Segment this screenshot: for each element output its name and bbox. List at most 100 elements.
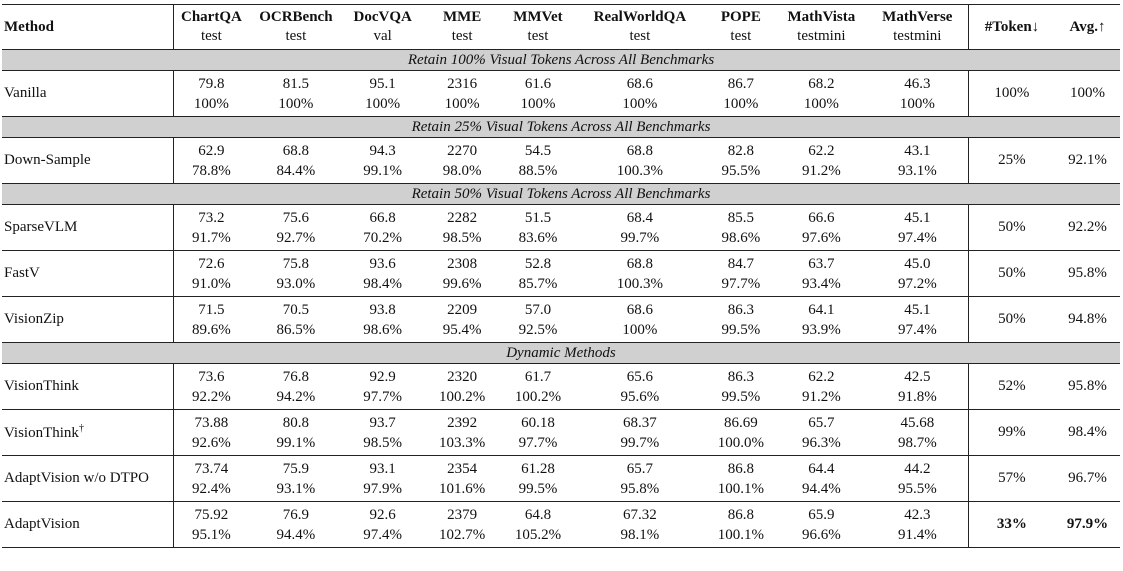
cell-ocrbench: 80.8 99.1% [248,409,343,456]
relative-percent: 100% [899,95,935,112]
method-cell: FastV [2,250,174,297]
score-value: 42.5 [904,368,931,385]
cell-docvqa: 93.6 98.4% [342,250,423,297]
relative-percent: 99.5% [518,480,558,497]
benchmark-name: OCRBench [259,9,333,25]
benchmark-split: testmini [893,28,942,44]
avg-cell: 95.8% [1055,363,1120,410]
cell-realworldqa: 68.6 100% [574,70,706,117]
score-value: 45.1 [904,209,931,226]
table-body: Retain 100% Visual Tokens Across All Ben… [2,49,1120,548]
cell-ocrbench: 75.6 92.7% [248,204,343,251]
table-row: AdaptVision 75.92 95.1% 76.9 94.4% 92.6 97.4% 2… [2,501,1120,548]
score-value: 86.8 [727,506,754,523]
cell-mme: 2354 101.6% [422,455,502,502]
cell-mathverse: 42.3 91.4% [866,501,969,548]
relative-percent: 96.3% [801,434,841,451]
relative-percent: 100.3% [616,162,664,179]
relative-percent: 91.4% [897,526,937,543]
section-title: Retain 50% Visual Tokens Across All Benc… [2,183,1120,205]
relative-percent: 98.6% [363,321,403,338]
cell-mathverse: 45.0 97.2% [866,250,969,297]
cell-mmvet: 61.28 99.5% [501,455,575,502]
cell-realworldqa: 68.8 100.3% [574,250,706,297]
score-value: 2270 [447,142,478,159]
relative-percent: 94.4% [276,526,316,543]
cell-mme: 2392 103.3% [422,409,502,456]
header-benchmark-mmvet: MMVet test [501,4,575,50]
score-value: 93.8 [369,301,396,318]
cell-mmvet: 57.0 92.5% [501,296,575,343]
header-benchmark-mathverse: MathVerse testmini [866,4,969,50]
relative-percent: 98.1% [620,526,660,543]
cell-docvqa: 93.1 97.9% [342,455,423,502]
method-cell: VisionThink† [2,409,174,456]
cell-mme: 2320 100.2% [422,363,502,410]
cell-mathvista: 62.2 91.2% [775,137,867,184]
relative-percent: 93.4% [801,275,841,292]
score-value: 65.7 [808,414,835,431]
relative-percent: 98.4% [363,275,403,292]
relative-percent: 91.2% [801,388,841,405]
cell-mathverse: 45.68 98.7% [866,409,969,456]
cell-docvqa: 93.8 98.6% [342,296,423,343]
token-cell: 50% [967,204,1056,251]
score-value: 73.88 [194,414,229,431]
score-value: 86.3 [727,301,754,318]
relative-percent: 100% [444,95,480,112]
relative-percent: 97.4% [897,321,937,338]
table-row: Vanilla 79.8 100% 81.5 100% 95.1 100% 2316 100% 6… [2,70,1120,117]
table-row: FastV 72.6 91.0% 75.8 93.0% 93.6 98.4% 2308 99.6… [2,250,1120,297]
section-title: Retain 100% Visual Tokens Across All Ben… [2,49,1120,71]
method-dagger-mark: † [78,423,84,434]
score-value: 2282 [447,209,478,226]
relative-percent: 100% [803,95,839,112]
score-value: 68.2 [808,75,835,92]
score-value: 93.6 [369,255,396,272]
cell-docvqa: 95.1 100% [342,70,423,117]
header-benchmark-realworldqa: RealWorldQA test [574,4,706,50]
relative-percent: 100% [365,95,401,112]
cell-ocrbench: 68.8 84.4% [248,137,343,184]
benchmark-name: MathVerse [882,9,953,25]
relative-percent: 100% [278,95,314,112]
header-token-label: #Token↓ [984,18,1040,35]
cell-chartqa: 75.92 95.1% [173,501,249,548]
cell-realworldqa: 68.4 99.7% [574,204,706,251]
cell-mathvista: 64.4 94.4% [775,455,867,502]
benchmark-name: POPE [720,9,761,25]
section-header-row: Retain 25% Visual Tokens Across All Benc… [2,116,1120,138]
score-value: 2209 [447,301,478,318]
relative-percent: 91.8% [897,388,937,405]
header-avg: Avg.↑ [1055,4,1120,50]
relative-percent: 100% [622,321,658,338]
score-value: 45.0 [904,255,931,272]
cell-pope: 82.8 95.5% [705,137,776,184]
score-value: 92.6 [369,506,396,523]
score-value: 93.7 [369,414,396,431]
score-value: 86.69 [723,414,758,431]
cell-pope: 86.7 100% [705,70,776,117]
method-cell: SparseVLM [2,204,174,251]
cell-mathverse: 42.5 91.8% [866,363,969,410]
method-cell: AdaptVision [2,501,174,548]
section-header-row: Retain 100% Visual Tokens Across All Ben… [2,49,1120,71]
relative-percent: 98.7% [897,434,937,451]
relative-percent: 97.4% [897,229,937,246]
score-value: 68.8 [626,255,654,272]
score-value: 68.37 [623,414,657,431]
token-cell: 57% [967,455,1056,502]
relative-percent: 99.5% [721,321,761,338]
header-benchmark-docvqa: DocVQA val [342,4,423,50]
relative-percent: 92.4% [192,480,231,497]
relative-percent: 97.7% [518,434,558,451]
method-cell: Vanilla [2,70,174,117]
cell-mathverse: 45.1 97.4% [866,296,969,343]
relative-percent: 99.7% [620,434,660,451]
avg-cell: 97.9% [1055,501,1120,548]
score-value: 68.4 [626,209,654,226]
relative-percent: 100% [193,95,229,112]
score-value: 68.8 [626,142,654,159]
score-value: 82.8 [727,142,754,159]
score-value: 86.8 [727,460,754,477]
